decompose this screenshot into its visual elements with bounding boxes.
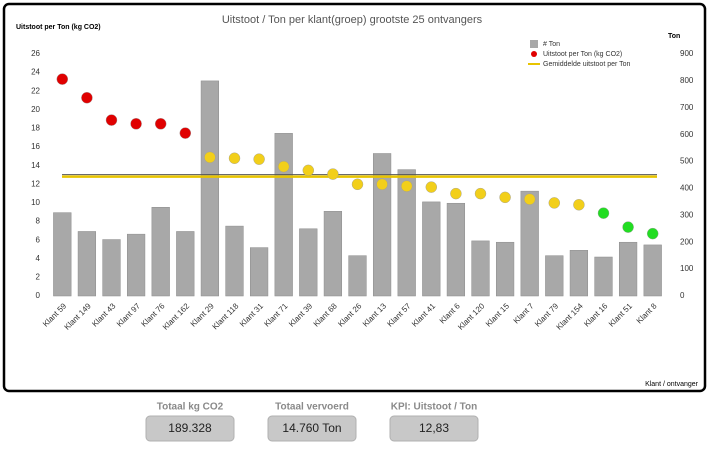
kpi-label: Totaal vervoerd (275, 402, 349, 413)
bar (520, 190, 539, 297)
y-tick-label: 24 (31, 68, 40, 77)
point (130, 118, 142, 130)
bar (102, 239, 121, 297)
y2-tick-label: 400 (680, 184, 694, 193)
point (474, 187, 487, 200)
y2-tick-label: 100 (680, 264, 694, 273)
point (401, 180, 413, 192)
point (154, 118, 167, 130)
bar (348, 255, 367, 297)
bar (249, 247, 269, 297)
kpi-value: 12,83 (419, 421, 449, 435)
y-tick-label: 22 (31, 86, 40, 95)
x-axis-label: Klant / ontvanger (645, 381, 699, 388)
kpi-value: 14.760 Ton (282, 421, 341, 435)
y2-tick-label: 900 (680, 49, 694, 58)
y2-tick-label: 500 (680, 157, 694, 166)
legend-label: Gemiddelde uitstoot per Ton (543, 61, 631, 68)
point (597, 207, 610, 219)
bar (446, 202, 466, 297)
point (105, 114, 118, 126)
point (278, 160, 290, 173)
point (179, 127, 192, 139)
bar (200, 80, 220, 297)
point (524, 193, 536, 205)
kpi-value: 189.328 (168, 421, 212, 435)
y-tick-label: 0 (36, 291, 41, 300)
point (351, 178, 364, 191)
point (425, 181, 437, 193)
bar (225, 225, 244, 297)
y-tick-label: 4 (36, 254, 41, 263)
kpi-box (145, 415, 235, 442)
bar (422, 201, 441, 297)
point (56, 73, 68, 85)
y-tick-label: 10 (31, 198, 40, 207)
kpi-box (267, 415, 357, 442)
point (376, 178, 388, 191)
point (573, 199, 585, 211)
y2-axis-label: Ton (668, 33, 680, 40)
point (499, 191, 511, 204)
y-axis-label: Uitstoot per Ton (kg CO2) (16, 24, 101, 31)
kpi-label: KPI: Uitstoot / Ton (391, 402, 477, 413)
bar (323, 211, 343, 297)
bar (151, 207, 170, 297)
y-tick-label: 6 (36, 235, 41, 244)
point (302, 164, 314, 177)
bar (495, 241, 515, 297)
legend-label: Uitstoot per Ton (kg CO2) (543, 51, 622, 58)
kpi-label: Totaal kg CO2 (157, 402, 224, 413)
chart-title: Uitstoot / Ton per klant(groep) grootste… (222, 14, 483, 26)
y2-tick-label: 0 (680, 291, 685, 300)
y2-tick-label: 600 (680, 130, 694, 139)
y-tick-label: 12 (31, 179, 40, 188)
bar (53, 212, 72, 297)
bar (569, 250, 589, 297)
bar (299, 228, 318, 297)
y2-tick-label: 300 (680, 210, 694, 219)
point (647, 227, 659, 240)
point (450, 187, 462, 200)
y2-tick-label: 800 (680, 76, 694, 85)
point (548, 197, 560, 209)
point (81, 92, 93, 104)
bar (643, 244, 662, 297)
point (228, 152, 241, 164)
point (204, 151, 216, 164)
bar (176, 231, 195, 297)
y-tick-label: 20 (31, 105, 40, 114)
bar (618, 241, 638, 297)
bar (77, 231, 97, 297)
point (327, 168, 339, 180)
bar (545, 255, 564, 297)
y2-tick-label: 700 (680, 103, 694, 112)
bar (594, 256, 613, 297)
legend-swatch (530, 40, 538, 48)
bar (372, 153, 392, 297)
legend-swatch (531, 51, 537, 57)
y2-tick-label: 200 (680, 237, 694, 246)
bar (274, 133, 293, 297)
bar (397, 169, 416, 297)
kpi-box (389, 415, 479, 442)
point (622, 221, 634, 233)
y-tick-label: 16 (31, 142, 40, 151)
bar (471, 240, 490, 297)
y-tick-label: 14 (31, 161, 40, 170)
legend-label: # Ton (543, 41, 560, 48)
point (253, 153, 265, 165)
bar (126, 233, 146, 297)
y-tick-label: 26 (31, 49, 40, 58)
y-tick-label: 2 (36, 272, 41, 281)
y-tick-label: 8 (36, 217, 41, 226)
y-tick-label: 18 (31, 124, 40, 133)
